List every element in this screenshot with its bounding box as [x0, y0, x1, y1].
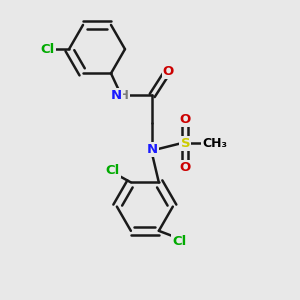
Text: Cl: Cl — [40, 43, 55, 56]
Text: O: O — [180, 112, 191, 125]
Text: O: O — [163, 65, 174, 78]
Text: CH₃: CH₃ — [202, 137, 227, 150]
Text: H: H — [119, 89, 129, 102]
Text: N: N — [147, 143, 158, 156]
Text: N: N — [111, 89, 122, 102]
Text: Cl: Cl — [105, 164, 120, 177]
Text: S: S — [181, 137, 190, 150]
Text: Cl: Cl — [172, 235, 187, 248]
Text: O: O — [180, 161, 191, 174]
